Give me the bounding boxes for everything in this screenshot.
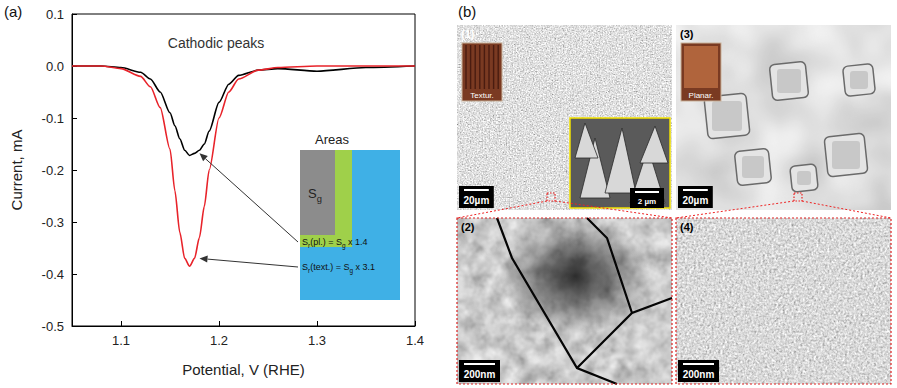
svg-text:1.2: 1.2 [210,333,228,348]
svg-text:Planar.: Planar. [689,91,714,100]
svg-text:Areas: Areas [315,132,349,147]
svg-text:-0.3: -0.3 [42,215,64,230]
svg-text:(4): (4) [680,221,694,233]
svg-text:20µm: 20µm [464,195,490,206]
svg-text:1.1: 1.1 [112,333,130,348]
svg-text:1.3: 1.3 [308,333,326,348]
svg-text:(2): (2) [461,221,475,233]
svg-text:1.4: 1.4 [406,333,424,348]
svg-text:-0.5: -0.5 [42,319,64,334]
svg-text:(b): (b) [458,3,476,20]
svg-text:Current, mA: Current, mA [8,130,25,211]
svg-text:0.0: 0.0 [46,59,64,74]
svg-text:-0.2: -0.2 [42,163,64,178]
svg-text:200nm: 200nm [464,369,496,380]
svg-text:Sr(pl.) = Sg x 1.4: Sr(pl.) = Sg x 1.4 [302,237,368,250]
svg-text:Sr(text.) = Sg x 3.1: Sr(text.) = Sg x 3.1 [302,262,375,275]
svg-text:-0.1: -0.1 [42,111,64,126]
svg-text:Textur.: Textur. [470,91,494,100]
svg-text:2 µm: 2 µm [638,197,656,206]
svg-text:(3): (3) [680,28,694,40]
svg-text:Sg: Sg [308,186,322,204]
svg-text:Potential, V (RHE): Potential, V (RHE) [182,361,305,378]
svg-text:-0.4: -0.4 [42,267,64,282]
svg-text:0.1: 0.1 [46,7,64,22]
svg-text:Cathodic peaks: Cathodic peaks [168,35,265,51]
svg-text:20µm: 20µm [683,195,709,206]
svg-text:(a): (a) [4,3,22,20]
svg-text:200nm: 200nm [683,369,715,380]
svg-text:(1): (1) [461,28,475,40]
